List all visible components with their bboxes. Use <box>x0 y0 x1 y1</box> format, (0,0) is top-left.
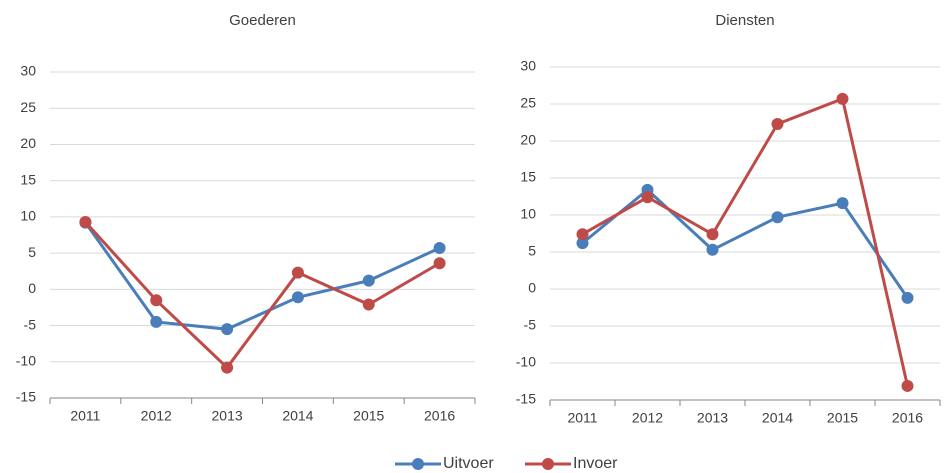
x-tick-label: 2015 <box>353 408 384 424</box>
y-tick-label: 20 <box>20 135 36 151</box>
series-line <box>581 187 909 299</box>
chart-title: Diensten <box>715 12 774 29</box>
y-tick-label: 0 <box>28 280 36 296</box>
x-tick-label: 2013 <box>697 410 728 426</box>
legend-marker <box>412 458 424 470</box>
y-tick-label: -5 <box>524 317 537 333</box>
data-point <box>901 291 914 304</box>
y-tick-label: -5 <box>24 316 37 332</box>
legend-label: Invoer <box>573 455 618 472</box>
data-point <box>79 215 92 228</box>
y-tick-label: -10 <box>16 352 36 368</box>
x-tick-label: 2016 <box>892 410 923 426</box>
x-tick-label: 2013 <box>212 408 243 424</box>
x-tick-label: 2016 <box>424 408 455 424</box>
data-point <box>706 243 719 256</box>
data-point <box>771 117 784 130</box>
y-tick-label: 15 <box>20 171 36 187</box>
data-point <box>576 228 589 241</box>
y-tick-label: 25 <box>520 95 536 111</box>
data-point <box>836 92 849 105</box>
y-tick-label: 30 <box>20 63 36 79</box>
y-tick-label: 25 <box>20 99 36 115</box>
legend-marker <box>542 458 554 470</box>
data-point <box>706 228 719 241</box>
y-tick-label: -15 <box>516 391 536 407</box>
series-line <box>581 96 909 387</box>
data-point <box>771 211 784 224</box>
y-tick-label: 20 <box>520 132 536 148</box>
chart-title: Goederen <box>229 12 296 29</box>
legend-label: Uitvoer <box>443 455 494 472</box>
data-point <box>433 242 446 255</box>
data-point <box>221 323 234 336</box>
x-tick-label: 2012 <box>141 408 172 424</box>
data-point <box>641 191 654 204</box>
data-point <box>901 379 914 392</box>
data-point <box>362 274 375 287</box>
data-point <box>150 315 163 328</box>
x-tick-label: 2015 <box>827 410 858 426</box>
data-point <box>576 237 589 250</box>
data-point <box>291 266 304 279</box>
y-tick-label: 30 <box>520 58 536 74</box>
y-tick-label: 15 <box>520 169 536 185</box>
y-tick-label: 0 <box>528 280 536 296</box>
data-point <box>150 294 163 307</box>
data-point <box>433 257 446 270</box>
y-tick-label: 5 <box>28 244 36 260</box>
x-tick-label: 2011 <box>567 410 597 426</box>
series-line <box>84 221 441 331</box>
data-point <box>221 361 234 374</box>
y-tick-label: 10 <box>20 208 36 224</box>
series-line <box>84 220 441 370</box>
y-tick-label: 5 <box>528 243 536 259</box>
y-tick-label: -10 <box>516 354 536 370</box>
data-point <box>836 197 849 210</box>
data-point <box>362 298 375 311</box>
x-tick-label: 2012 <box>632 410 663 426</box>
x-tick-label: 2014 <box>762 410 793 426</box>
data-point <box>291 291 304 304</box>
x-tick-label: 2011 <box>70 408 100 424</box>
y-tick-label: -15 <box>16 389 36 405</box>
y-tick-label: 10 <box>520 206 536 222</box>
x-tick-label: 2014 <box>282 408 313 424</box>
